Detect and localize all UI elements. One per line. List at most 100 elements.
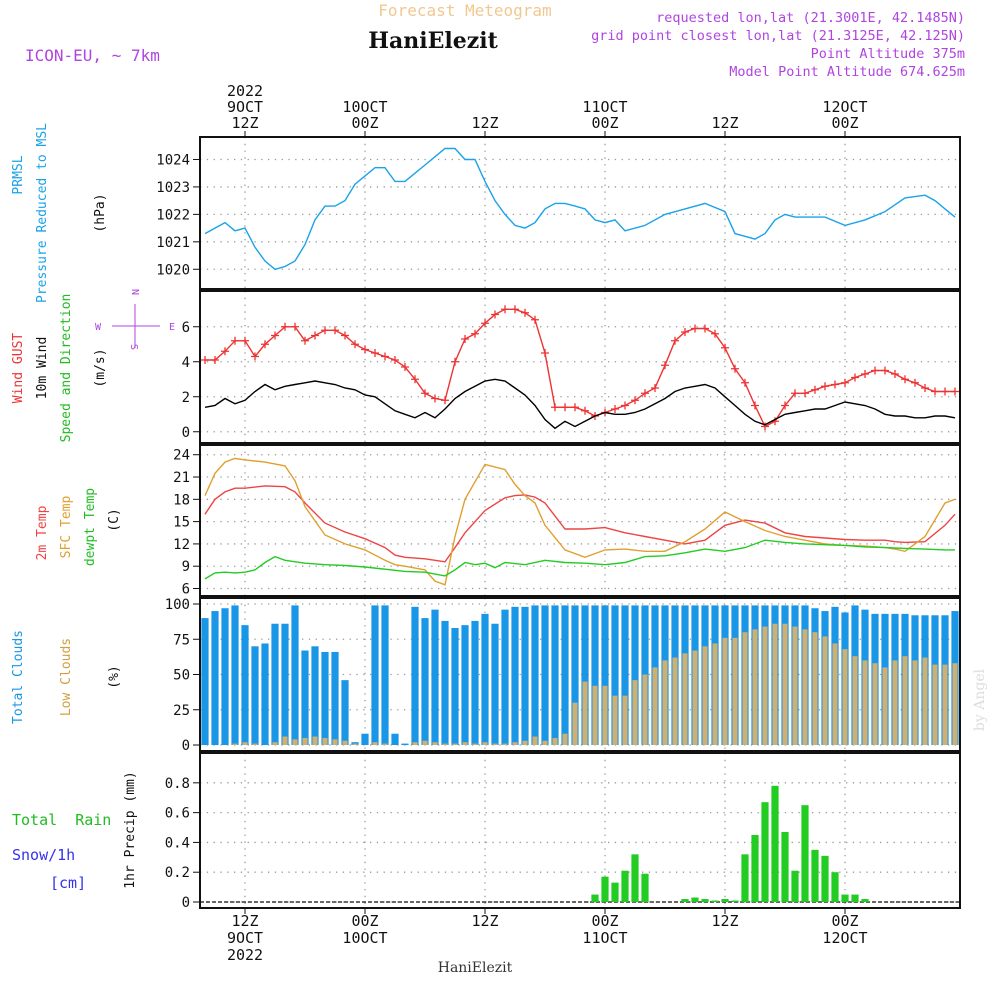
- pressure-label-left: PRMSL: [11, 155, 26, 194]
- ytick-label: 0.6: [165, 806, 190, 822]
- cloud-unit: (%): [107, 665, 122, 688]
- bottom-time-label: 12Z: [711, 912, 738, 930]
- rain-bar: [841, 894, 849, 902]
- gust-marker: [911, 378, 919, 387]
- gust-marker: [371, 349, 379, 357]
- gust-marker: [831, 380, 839, 389]
- series-dewpt: [204, 539, 955, 580]
- gust-marker: [461, 335, 469, 343]
- gust-marker: [211, 356, 219, 364]
- snow-unit: [cm]: [50, 874, 86, 892]
- low-cloud-bar: [462, 742, 468, 745]
- gust-marker: [821, 382, 829, 391]
- low-cloud-bar: [382, 743, 388, 745]
- gust-marker: [481, 319, 489, 328]
- total-cloud-bar: [251, 646, 259, 745]
- low-cloud-bar: [432, 742, 438, 745]
- top-time-label: 12Z: [711, 114, 738, 132]
- top-time-label: 11OCT: [582, 98, 627, 116]
- low-cloud-bar: [592, 685, 598, 745]
- total-rain-label: Total Rain: [12, 811, 111, 829]
- rain-bar: [731, 900, 739, 902]
- ytick-label: 2: [182, 390, 190, 406]
- low-cloud-bar: [842, 649, 848, 745]
- low-cloud-bar: [492, 743, 498, 745]
- low-cloud-bar: [282, 736, 288, 745]
- ytick-label: 100: [165, 597, 190, 613]
- wind-gust-label: Wind GUST: [11, 333, 26, 404]
- rain-bar: [691, 897, 699, 902]
- total-cloud-label: Total Clouds: [11, 630, 26, 724]
- low-cloud-bar: [952, 663, 958, 745]
- panel-temperature: 6 9 12 15 18 21 24: [173, 444, 961, 598]
- gust-marker: [251, 352, 259, 361]
- gust-marker: [631, 396, 639, 405]
- ytick-label: 21: [173, 470, 190, 486]
- ytick-label: 12: [173, 537, 190, 553]
- ytick-label: 24: [173, 448, 190, 464]
- wind-10m-label: 10m Wind: [35, 337, 50, 400]
- gust-marker: [871, 366, 879, 375]
- gust-marker: [721, 343, 729, 352]
- footer-station: HaniElezit: [438, 960, 513, 976]
- low-cloud-label: Low Clouds: [59, 638, 74, 716]
- gust-marker: [791, 389, 799, 398]
- gust-marker: [361, 345, 369, 354]
- gust-marker: [231, 336, 239, 345]
- bottom-time-label: 2022: [227, 946, 263, 964]
- total-cloud-bar: [541, 605, 549, 745]
- gust-marker: [841, 378, 849, 387]
- low-cloud-bar: [632, 680, 638, 745]
- rain-bar: [821, 855, 829, 902]
- gridpoint-coords: grid point closest lon,lat (21.3125E, 42…: [591, 28, 965, 44]
- low-cloud-bar: [512, 742, 518, 745]
- low-cloud-bar: [532, 736, 538, 745]
- low-cloud-bar: [872, 663, 878, 745]
- low-cloud-bar: [912, 660, 918, 745]
- total-cloud-bar: [481, 613, 489, 745]
- low-cloud-bar: [232, 743, 238, 745]
- gust-marker: [271, 331, 279, 340]
- low-cloud-bar: [852, 656, 858, 745]
- rain-bar: [701, 899, 709, 902]
- top-time-label: 00Z: [591, 114, 618, 132]
- rain-bar: [771, 785, 779, 902]
- total-cloud-bar: [601, 605, 609, 745]
- top-time-label: 12OCT: [822, 98, 867, 116]
- gust-marker: [321, 326, 329, 335]
- total-cloud-bar: [211, 611, 219, 745]
- low-cloud-bar: [902, 656, 908, 745]
- station-name: HaniElezit: [368, 28, 498, 54]
- gust-marker: [501, 305, 509, 314]
- gust-marker: [861, 370, 869, 378]
- bottom-time-label: 00Z: [831, 912, 858, 930]
- gust-marker: [811, 385, 819, 394]
- wind-unit: (m/s): [93, 348, 108, 387]
- model-altitude: Model Point Altitude 674.625m: [729, 64, 965, 80]
- panel-frame: [199, 752, 961, 909]
- low-cloud-bar: [732, 637, 738, 745]
- low-cloud-bar: [802, 629, 808, 745]
- temp-unit: (C): [107, 508, 122, 531]
- low-cloud-bar: [702, 646, 708, 745]
- low-cloud-bar: [752, 629, 758, 745]
- low-cloud-bar: [642, 674, 648, 745]
- low-cloud-bar: [712, 643, 718, 745]
- rain-bar: [831, 872, 839, 902]
- low-cloud-bar: [722, 637, 728, 745]
- total-cloud-bar: [571, 605, 579, 745]
- low-cloud-bar: [352, 743, 358, 745]
- top-time-label: 12Z: [471, 114, 498, 132]
- top-time-label: 9OCT: [227, 98, 263, 116]
- gust-marker: [441, 396, 449, 405]
- ytick-label: 25: [173, 703, 190, 719]
- gust-marker: [581, 406, 589, 415]
- ytick-label: 0.2: [165, 865, 190, 881]
- panel-frame: [199, 597, 961, 752]
- low-cloud-bar: [422, 740, 428, 745]
- top-time-label: 00Z: [831, 114, 858, 132]
- low-cloud-bar: [542, 740, 548, 745]
- gust-marker: [621, 401, 629, 410]
- bottom-time-label: 00Z: [351, 912, 378, 930]
